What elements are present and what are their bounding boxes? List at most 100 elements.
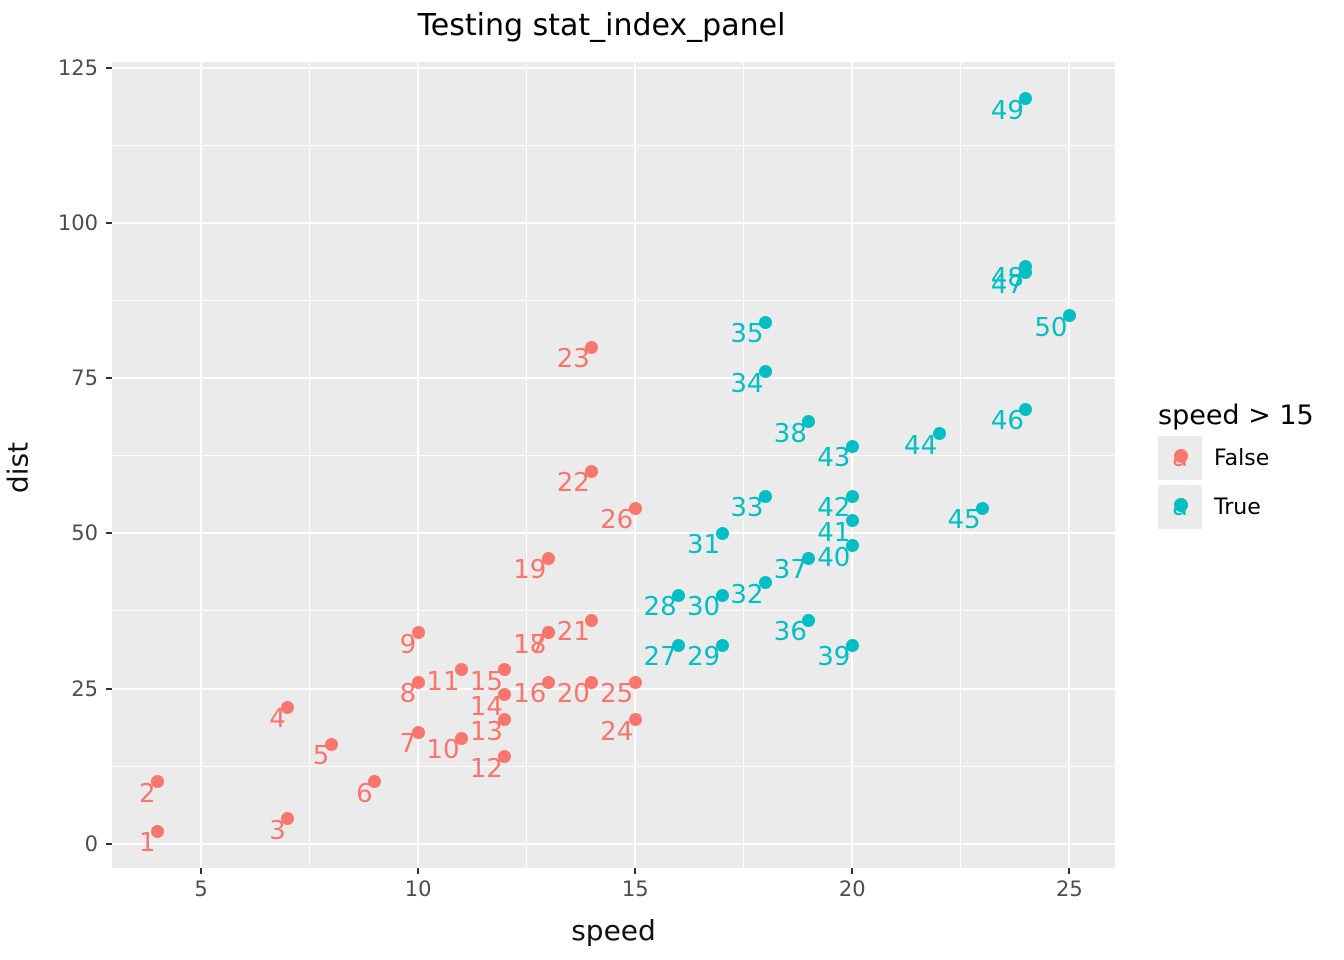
data-point [498,750,512,764]
x-axis-tick [851,868,854,874]
x-tick-label: 10 [404,877,432,901]
data-point-label: 47 [990,269,1024,300]
data-point-label: 33 [730,493,764,524]
data-point [541,626,555,640]
data-point-label: 46 [990,406,1024,437]
data-point [368,775,382,789]
data-point-label: 27 [643,642,677,673]
data-point [628,501,642,515]
data-point [455,731,469,745]
data-point [758,576,772,590]
data-point-label: 40 [817,542,851,573]
data-point-label: 32 [730,579,764,610]
legend: speed > 15 a False a True [1158,398,1314,534]
data-point-label: 7 [399,729,417,759]
data-point-label: 20 [556,679,590,710]
data-point-label: 11 [426,666,460,697]
legend-title: speed > 15 [1158,400,1314,431]
y-tick-label: 125 [57,55,98,80]
data-point-label: 37 [773,555,807,586]
legend-item-true: a True [1158,485,1314,529]
x-axis-tick [200,868,202,874]
y-axis-tick [106,532,112,535]
data-point-label: 25 [600,679,634,710]
data-point [541,551,555,565]
data-point [281,812,295,826]
data-point [672,588,686,602]
data-point [628,675,642,689]
y-axis-tick [106,66,112,69]
data-point [151,824,165,838]
legend-point-icon [1174,449,1188,463]
data-point-label: 5 [312,741,330,772]
data-point-label: 19 [513,555,547,586]
data-point [715,526,729,540]
gridline-major-x [200,62,202,868]
data-point-label: 26 [600,505,634,536]
data-point [1019,259,1033,273]
data-point-label: 48 [990,263,1024,294]
y-axis-tick [106,842,112,845]
gridline-major-y [112,687,1115,690]
data-point-label: 9 [399,629,417,660]
data-point-label: 6 [356,778,373,809]
data-point [802,551,816,565]
data-point [932,427,946,441]
gridline-minor-x [309,62,311,868]
data-point [758,365,772,379]
data-point-label: 1 [139,828,156,859]
gridline-major-y [112,66,1115,69]
y-axis-tick [106,687,112,690]
data-point [715,638,729,652]
data-point [585,340,599,354]
gridline-major-x [851,62,854,868]
x-tick-label: 20 [838,877,866,901]
x-axis-tick [417,868,420,874]
gridline-minor-y [112,765,1115,767]
gridline-minor-y [112,299,1115,301]
data-point [715,588,729,602]
data-point-label: 23 [556,344,590,375]
gridline-minor-y [112,144,1115,146]
data-point-label: 15 [469,666,503,697]
data-point [845,439,859,453]
legend-text-glyph: a [1172,492,1188,522]
data-point-label: 39 [817,642,851,673]
y-tick-label: 100 [57,210,98,235]
data-point-label: 10 [426,735,460,766]
gridline-minor-y [112,610,1115,612]
x-axis-tick [1068,868,1071,874]
data-point-label: 36 [773,617,807,648]
data-point [498,688,512,702]
plot-title: Testing stat_index_panel [417,8,786,43]
data-point-label: 12 [469,753,503,784]
x-axis-title: speed [571,914,656,947]
data-point [411,675,425,689]
x-tick-label: 5 [194,877,208,901]
data-point-label: 22 [556,468,590,499]
legend-text-glyph: a [1172,443,1188,473]
legend-item-label: True [1214,494,1261,520]
data-point [802,613,816,627]
data-point [845,514,859,528]
data-point-label: 8 [399,679,417,710]
data-point-label: 49 [990,95,1024,126]
data-point [758,315,772,329]
data-point [585,675,599,689]
gridline-major-y [112,377,1115,380]
gridline-minor-x [960,62,962,868]
data-point [455,663,469,677]
data-point-label: 2 [139,778,156,809]
data-point [845,539,859,553]
data-point-label: 42 [817,493,851,524]
data-point [498,713,512,727]
data-point [802,415,816,429]
y-tick-label: 25 [71,676,98,701]
data-point-label: 41 [817,517,851,548]
data-point-label: 35 [730,319,764,350]
data-point-label: 28 [643,592,677,623]
legend-key: a [1158,485,1202,529]
gridline-major-y [112,842,1115,845]
data-point-label: 44 [904,430,938,461]
